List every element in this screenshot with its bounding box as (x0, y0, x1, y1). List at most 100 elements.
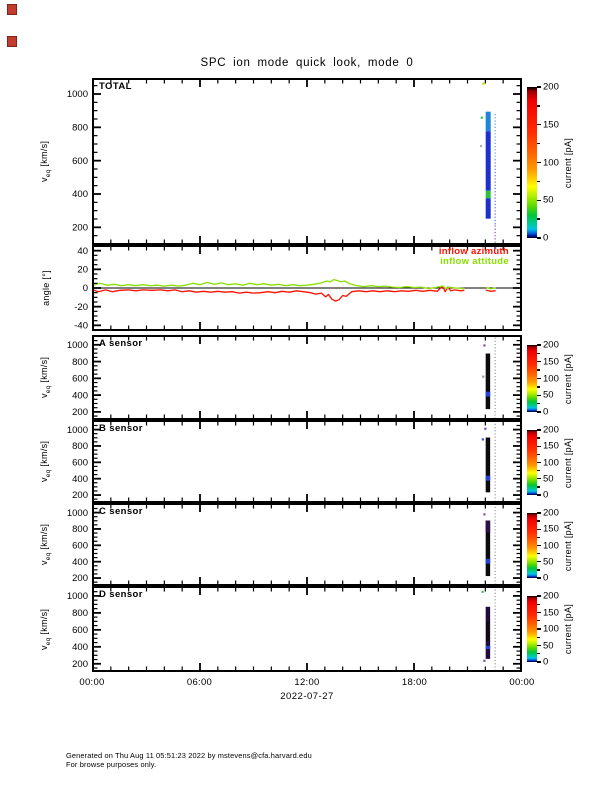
y-axis-tick-label: 600 (72, 625, 88, 636)
plot-canvas-total: 200 400 600 800 1000 (67, 78, 522, 245)
x-axis-tick-label: 06:00 (186, 677, 213, 688)
y-axis-label-wrap: veq [km/s] (38, 420, 54, 503)
y-axis-tick-label: 200 (72, 223, 88, 234)
colorbar-tick-label: 50 (543, 389, 554, 401)
y-axis-tick-label: 400 (72, 189, 88, 200)
y-axis-tick-label: 40 (77, 246, 88, 257)
panel-label-sensor-b: B sensor (99, 423, 143, 434)
y-axis-label-velocity: veq [km/s] (39, 608, 53, 650)
colorbar-tickmark (537, 453, 540, 456)
colorbar-tickmark (537, 653, 540, 655)
colorbar-unit-label: current [pA] (563, 353, 573, 404)
y-axis-tick-label: -40 (74, 321, 88, 332)
y-axis-tick-label: 600 (72, 156, 88, 167)
colorbar-tickmark (537, 237, 541, 239)
colorbar-tickmark (537, 429, 541, 431)
colorbar-tick-label: 0 (543, 232, 549, 244)
panel-label-sensor-c: C sensor (99, 506, 143, 517)
colorbar-gradient (527, 596, 537, 662)
x-axis-tick-label: 12:00 (294, 677, 320, 688)
y-axis-tick-label: 1000 (67, 425, 88, 436)
y-axis-tick-label: 400 (72, 557, 88, 568)
colorbar-tick-label: 150 (543, 607, 559, 618)
panel-label-total: TOTAL (99, 81, 132, 92)
colorbar-tickmark (537, 603, 540, 605)
colorbar-tick-label: 0 (543, 656, 549, 668)
panel-label-sensor-a: A sensor (99, 338, 143, 349)
panel-label-sensor-d: D sensor (99, 589, 143, 600)
colorbar-tick-label: 150 (543, 523, 559, 535)
colorbar-tick-label: 100 (543, 157, 559, 168)
y-axis-tick-label: 800 (72, 524, 88, 535)
colorbar-tick-label: 200 (543, 81, 559, 93)
colorbar-tick-label: 100 (543, 457, 559, 468)
y-axis-tick-label: 1000 (67, 591, 88, 602)
colorbar-gradient (527, 87, 537, 238)
colorbar-tick-label: 0 (543, 572, 549, 584)
panel-sensor-c: 200 400 600 800 1000 C sensor veq [km/s] (40, 503, 522, 586)
y-axis-tick-label: 800 (72, 441, 88, 452)
colorbar-gradient (527, 513, 537, 578)
colorbar-sensor-b: current [pA] 200 150 100 50 0 (527, 425, 573, 501)
x-axis-date-label: 2022-07-27 (280, 691, 334, 702)
colorbar-tick-label: 200 (543, 424, 559, 436)
colorbar-tickmark (537, 486, 540, 488)
colorbar-tick-label: 50 (543, 640, 554, 651)
page-title: SPC ion mode quick look, mode 0 (200, 57, 414, 69)
colorbar-tick-label: 150 (543, 356, 559, 368)
colorbar-tickmark (537, 142, 540, 145)
y-axis-label-wrap: veq [km/s] (38, 78, 54, 245)
colorbar-tick-label: 200 (543, 507, 559, 519)
y-axis-label-angle: angle [°] (41, 270, 52, 306)
panel-total: 200 400 600 800 1000 TOTAL veq [km/s] (40, 78, 522, 245)
footer-browse-line: For browse purposes only. (66, 760, 157, 769)
y-axis-label-wrap: angle [°] (38, 245, 54, 331)
colorbar-tickmark (537, 528, 541, 530)
colorbar-tickmark (537, 218, 540, 220)
y-axis-label-wrap: veq [km/s] (38, 586, 54, 672)
colorbar-tickmark (537, 402, 540, 405)
plot-canvas-angle: 40 20 0 -20 -40 (74, 245, 522, 332)
colorbar-tickmark (537, 494, 541, 496)
y-axis-tick-label: 0 (83, 283, 88, 294)
legend: inflow azimuth inflow attitude (439, 247, 509, 266)
colorbar-tick-label: 200 (543, 339, 559, 351)
colorbar-tickmark (537, 437, 540, 439)
colorbar-tickmark (537, 394, 541, 396)
y-axis-label-velocity: veq [km/s] (39, 440, 53, 483)
colorbar-tickmark (537, 636, 540, 638)
colorbar-tick-label: 150 (543, 119, 559, 131)
y-axis-tick-label: 600 (72, 458, 88, 469)
colorbar-tick-label: 50 (543, 556, 554, 568)
y-axis-tick-label: 1000 (67, 89, 88, 100)
colorbar-tickmark (537, 536, 540, 539)
x-axis-tick-label: 18:00 (401, 677, 428, 688)
footer-generated-line: Generated on Thu Aug 11 05:51:23 2022 by… (66, 751, 312, 760)
colorbar-tickmark (537, 344, 541, 346)
panel-sensor-a: 200 400 600 800 1000 A sensor veq [km/s] (40, 335, 522, 420)
colorbar-tickmark (537, 199, 541, 201)
plot-canvas-sensor-a: 200 400 600 800 1000 (67, 335, 522, 420)
colorbar-unit-label: current [pA] (563, 520, 573, 571)
y-axis-tick-label: 400 (72, 390, 88, 401)
colorbar-tickmark (537, 628, 541, 630)
colorbar-unit-label: current [pA] (563, 437, 573, 488)
colorbar-tickmark (537, 361, 541, 363)
colorbar-tickmark (537, 461, 541, 464)
legend-item: inflow azimuth (438, 246, 509, 257)
broken-image-icon (7, 36, 17, 47)
x-axis-tick-label: 00:00 (79, 677, 105, 688)
colorbar-tickmark (537, 180, 540, 183)
y-axis-tick-label: 200 (72, 573, 88, 584)
colorbar-gradient (527, 430, 537, 495)
colorbar-tickmark (537, 611, 541, 614)
y-axis-tick-label: 200 (72, 490, 88, 501)
y-axis-tick-label: 600 (72, 541, 88, 552)
plot-canvas-sensor-d: 200 400 600 800 1000 (67, 586, 522, 672)
colorbar-tickmark (537, 105, 540, 107)
colorbar-tick-label: 100 (543, 540, 559, 551)
colorbar-tickmark (537, 520, 540, 522)
footer: Generated on Thu Aug 11 05:51:23 2022 by… (66, 751, 312, 769)
y-axis-label-velocity: veq [km/s] (39, 140, 53, 183)
